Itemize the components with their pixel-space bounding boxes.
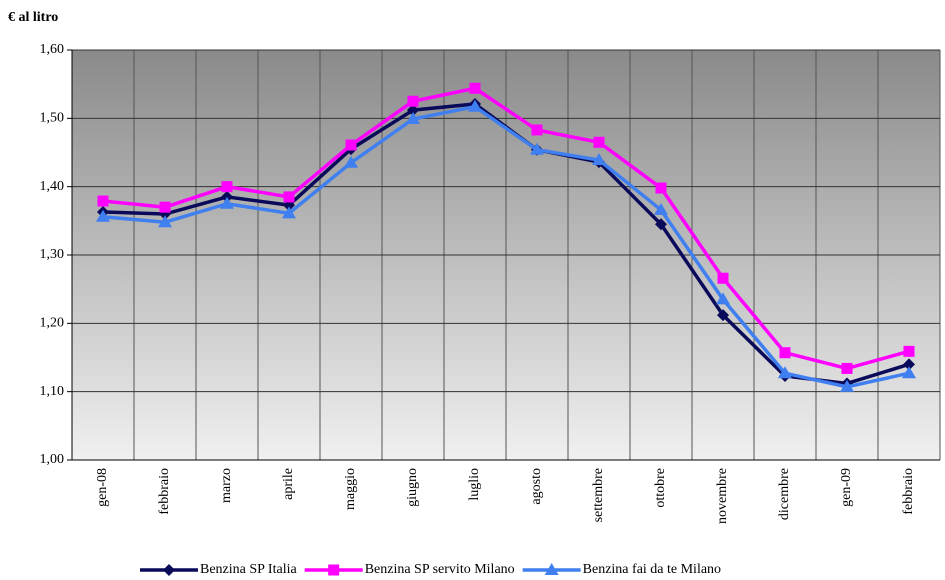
marker (531, 124, 543, 136)
marker (717, 309, 729, 322)
marker (221, 181, 233, 193)
marker (328, 564, 340, 576)
marker (544, 563, 559, 575)
x-tick-label: febbraio (901, 468, 916, 515)
x-tick-label: aprile (281, 468, 296, 500)
x-tick-label: febbraio (157, 468, 172, 515)
series-line (102, 86, 910, 371)
marker (220, 196, 234, 209)
marker (903, 345, 915, 357)
y-tick-label: 1,60 (40, 42, 65, 57)
marker (655, 182, 667, 194)
marker (163, 564, 175, 576)
x-tick-label: agosto (529, 468, 544, 505)
marker (406, 112, 420, 125)
marker (96, 209, 110, 222)
y-tick-label: 1,00 (40, 452, 65, 467)
x-tick-label: dicembre (777, 468, 792, 520)
marker (159, 201, 171, 213)
marker (283, 191, 295, 203)
x-tick-label: maggio (343, 468, 358, 510)
y-tick-label: 1,40 (40, 179, 65, 194)
x-tick-label: ottobre (653, 468, 668, 508)
marker (407, 104, 419, 117)
x-tick-label: novembre (715, 468, 730, 524)
marker (717, 272, 729, 284)
y-tick-label: 1,50 (40, 111, 65, 126)
marker (344, 155, 358, 168)
x-tick-label: giugno (405, 468, 420, 507)
marker (158, 215, 172, 228)
marker (654, 202, 668, 215)
x-tick-label: luglio (467, 468, 482, 501)
marker (530, 142, 544, 155)
y-tick-label: 1,10 (40, 384, 65, 399)
marker (407, 95, 419, 107)
marker (468, 99, 482, 112)
marker (345, 139, 357, 151)
marker (469, 82, 481, 94)
x-tick-label: settembre (591, 468, 606, 522)
marker (840, 379, 854, 392)
legend-label: Benzina fai da te Milano (583, 562, 721, 577)
marker (779, 347, 791, 359)
marker (778, 366, 792, 379)
y-tick-label: 1,30 (40, 247, 65, 262)
marker (902, 366, 916, 379)
marker (716, 292, 730, 305)
marker (282, 206, 296, 219)
marker (593, 136, 605, 148)
marker (903, 358, 915, 371)
legend-label: Benzina SP Italia (200, 562, 297, 577)
y-axis-label: € al litro (8, 10, 58, 25)
x-tick-label: marzo (219, 468, 234, 503)
y-tick-label: 1,20 (40, 316, 65, 331)
series-line (102, 104, 910, 389)
marker (592, 153, 606, 166)
marker (97, 195, 109, 207)
x-tick-label: gen-09 (839, 468, 854, 507)
marker (841, 362, 853, 374)
legend-label: Benzina SP servito Milano (365, 562, 515, 577)
x-tick-label: gen-08 (95, 468, 110, 507)
marker (655, 218, 667, 231)
